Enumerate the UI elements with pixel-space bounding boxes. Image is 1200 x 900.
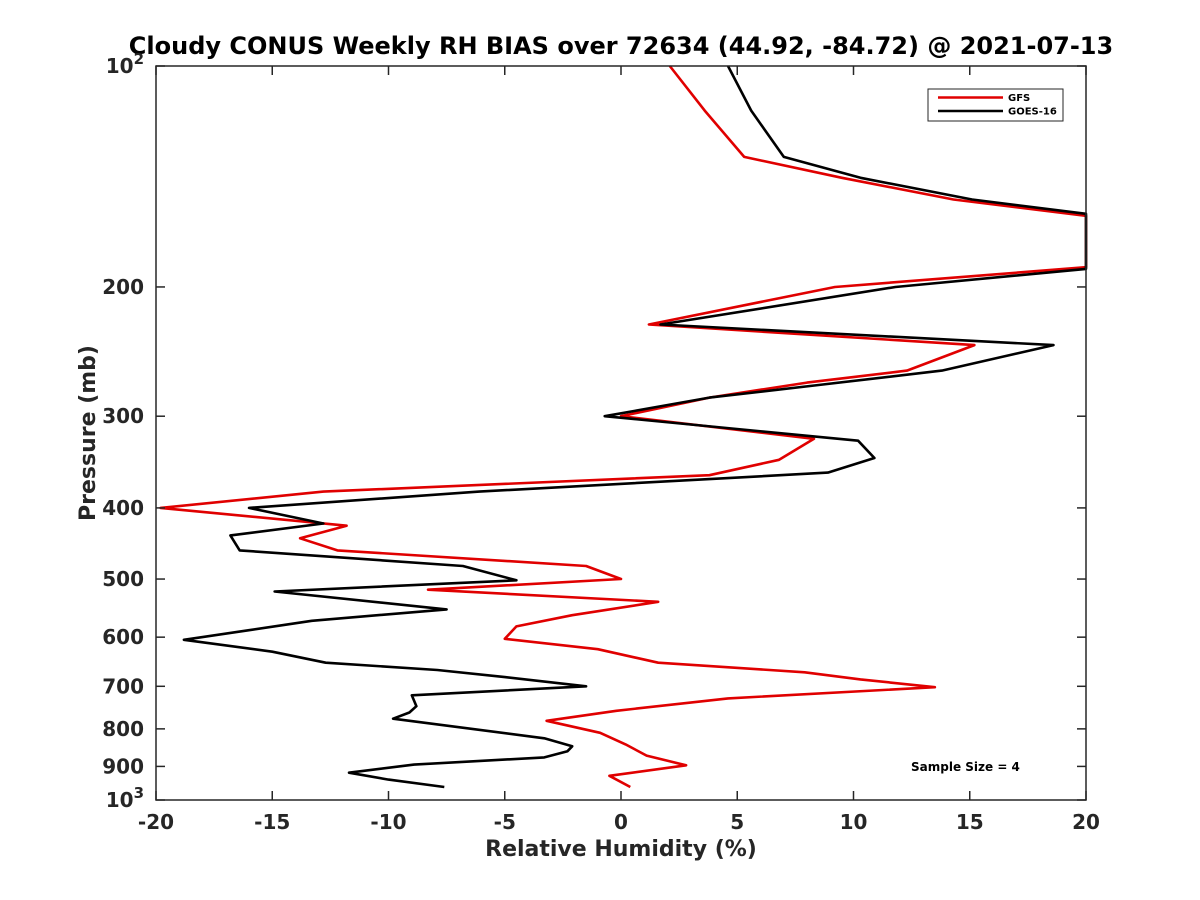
x-tick-label: 20 (1072, 810, 1100, 834)
y-axis-title: Pressure (mb) (76, 345, 101, 521)
x-tick-label: -10 (370, 810, 406, 834)
x-tick-label: 5 (730, 810, 744, 834)
y-tick-label: 200 (102, 275, 144, 299)
y-tick-label: 102 (106, 50, 144, 78)
series-line-gfs (159, 65, 1088, 789)
x-tick-label: -15 (254, 810, 290, 834)
series-line-goes16 (182, 65, 1088, 789)
sample-size-annotation: Sample Size = 4 (911, 760, 1020, 774)
series-layer (159, 65, 1088, 789)
y-tick-label: 600 (102, 625, 144, 649)
y-tick-label: 700 (102, 674, 144, 698)
y-tick-label: 300 (102, 404, 144, 428)
y-tick-label: 400 (102, 496, 144, 520)
x-axis: -20 -15 -10 -5 0 5 10 15 20 (138, 66, 1100, 834)
x-axis-title: Relative Humidity (%) (485, 837, 757, 862)
legend: GFS GOES-16 (927, 88, 1064, 122)
legend-goes16-label: GOES-16 (1008, 107, 1057, 118)
y-tick-label: 103 (106, 784, 144, 812)
y-tick-label: 800 (102, 717, 144, 741)
legend-gfs-label: GFS (1008, 93, 1030, 104)
y-axis: 102 200 300 400 500 600 700 800 900 103 (102, 50, 1086, 812)
x-tick-label: 0 (614, 810, 628, 834)
legend-box (927, 88, 1064, 122)
x-tick-label: 15 (956, 810, 984, 834)
x-tick-label: 10 (840, 810, 868, 834)
y-tick-label: 900 (102, 754, 144, 778)
chart-title: Cloudy CONUS Weekly RH BIAS over 72634 (… (129, 32, 1113, 60)
x-tick-label: -20 (138, 810, 174, 834)
x-tick-label: -5 (494, 810, 516, 834)
y-tick-label: 500 (102, 567, 144, 591)
